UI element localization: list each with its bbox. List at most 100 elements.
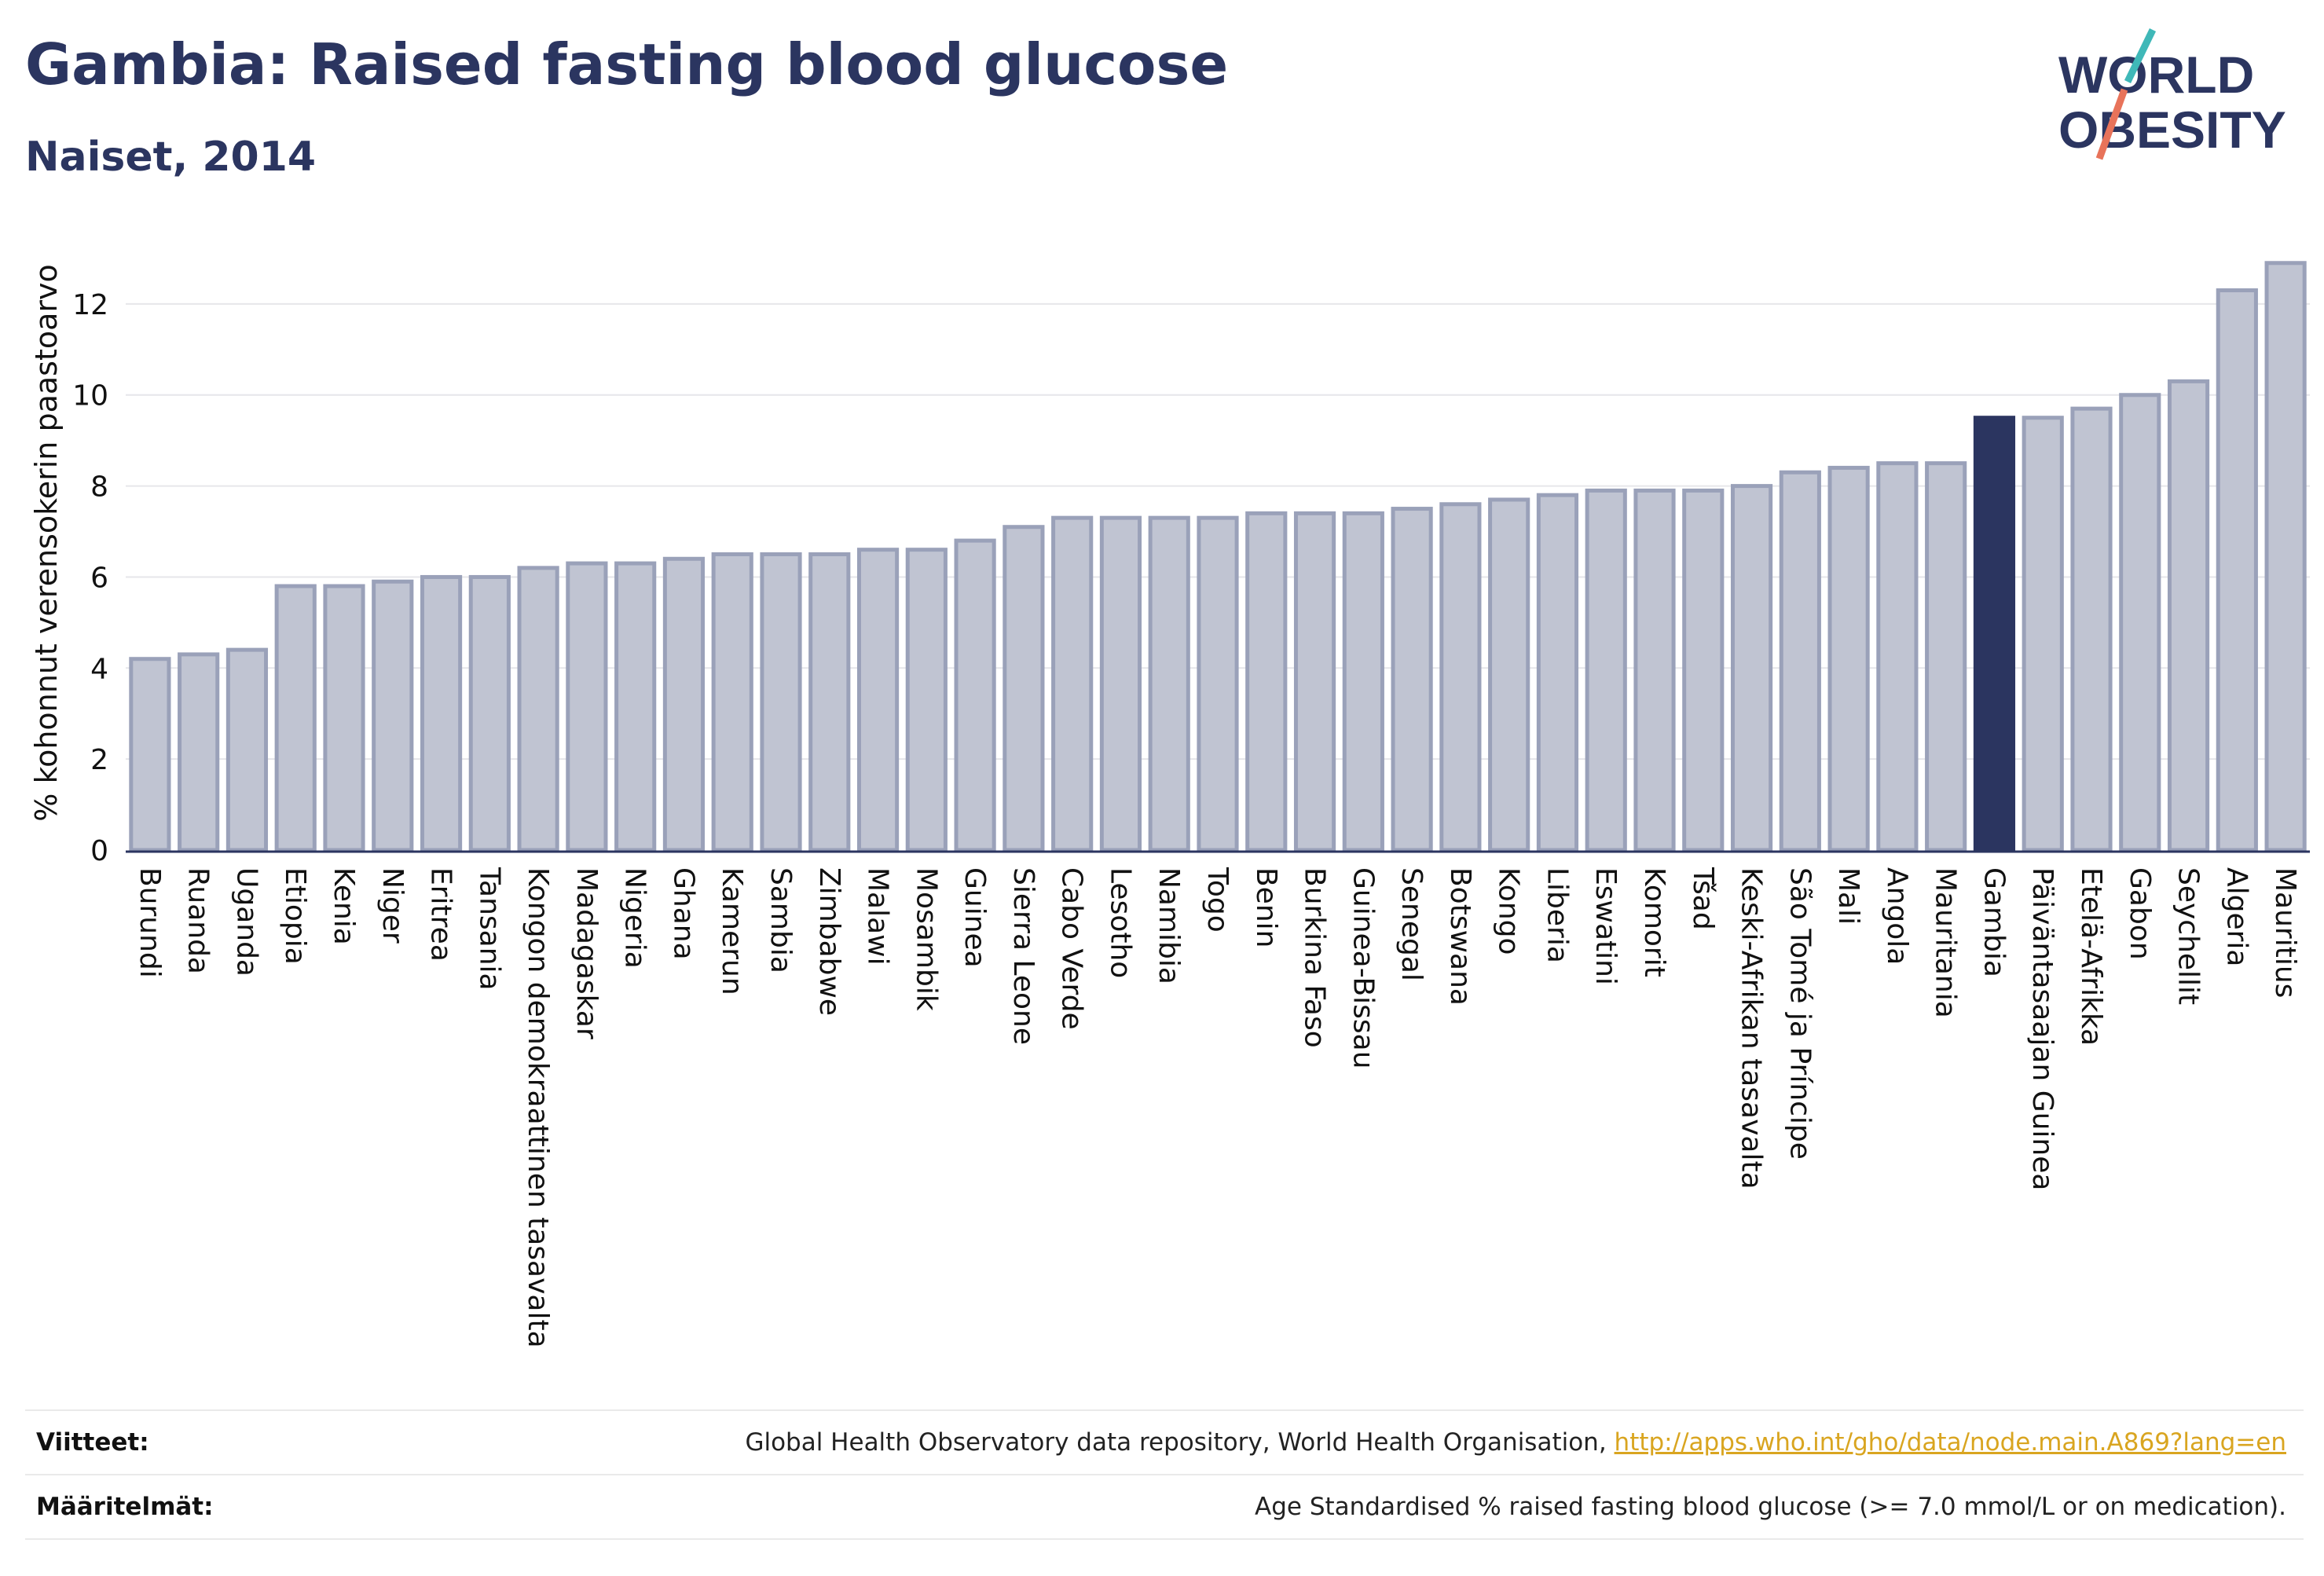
bar-uganda[interactable] (225, 647, 269, 852)
x-tick-label: Zimbabwe (813, 867, 845, 1016)
x-tick-label: Angola (1881, 867, 1913, 965)
page-title: Gambia: Raised fasting blood glucose (25, 31, 1229, 97)
bar-kongon-demokraattinen-tasavalta[interactable] (517, 566, 559, 852)
bar-seychellit[interactable] (2167, 379, 2210, 852)
bar-komorit[interactable] (1633, 488, 1676, 852)
x-tick-label: Gabon (2124, 867, 2156, 960)
y-tick-label: 12 (72, 289, 108, 321)
bar-ghana[interactable] (662, 556, 706, 852)
x-tick-label: Senegal (1395, 867, 1428, 981)
bar-zimbabwe[interactable] (808, 552, 851, 852)
x-tick-label: Botswana (1444, 867, 1476, 1006)
x-tick-label: Benin (1250, 867, 1282, 947)
x-tick-label: Mauritius (2269, 867, 2301, 998)
x-tick-label: Mosambik (910, 867, 942, 1011)
x-tick-label: Mali (1832, 867, 1864, 925)
bar-niger[interactable] (372, 579, 414, 852)
x-tick-label: Etiopia (279, 867, 311, 965)
bar-lesotho[interactable] (1099, 515, 1142, 852)
y-tick-label: 6 (90, 562, 108, 594)
logo-slash-teal (2124, 28, 2157, 83)
logo-line2: OBESITY (2058, 101, 2286, 159)
bar-p-iv-ntasaajan-guinea[interactable] (2022, 416, 2064, 852)
bar-s-o-tom-ja-pr-ncipe[interactable] (1779, 470, 1821, 852)
bar-burundi[interactable] (129, 657, 171, 852)
bar-gabon[interactable] (2119, 393, 2161, 852)
bar-mosambik[interactable] (905, 548, 948, 852)
footer-divider-middle (25, 1474, 2304, 1475)
bar-liberia[interactable] (1536, 493, 1579, 852)
bar-nigeria[interactable] (614, 561, 657, 852)
x-tick-label: Kenia (328, 867, 360, 945)
sources-text: Global Health Observatory data repositor… (745, 1428, 2286, 1457)
bar-mali[interactable] (1827, 465, 1870, 852)
x-tick-label: Komorit (1638, 867, 1670, 977)
bar-malawi[interactable] (856, 548, 900, 852)
bar-eswatini[interactable] (1585, 488, 1627, 852)
bar-chart: 0 2 4 6 8 10 12 Burundi Ruanda Uganda Etiopia Keni… (29, 261, 2310, 1348)
bar-guinea[interactable] (954, 538, 996, 852)
bar-kongo[interactable] (1488, 497, 1530, 852)
bar-botswana[interactable] (1439, 502, 1482, 852)
logo-line1: WORLD (2058, 46, 2254, 104)
bar-kenia[interactable] (323, 584, 365, 852)
x-tick-label: Burkina Faso (1299, 867, 1331, 1048)
y-tick-label: 0 (90, 835, 108, 867)
world-obesity-logo: WORLD OBESITY (2058, 28, 2286, 160)
x-tick-label: Gambia (1978, 867, 2010, 977)
bar-guinea-bissau[interactable] (1342, 511, 1384, 852)
bar-etiopia[interactable] (274, 584, 317, 852)
x-tick-label: Etelä-Afrikka (2075, 867, 2107, 1046)
bar-tansania[interactable] (468, 574, 511, 852)
x-tick-label: Tansania (473, 867, 505, 991)
x-tick-label: Niger (376, 867, 409, 944)
bar-kamerun[interactable] (711, 552, 753, 852)
x-tick-label: Guinea-Bissau (1347, 867, 1379, 1069)
bar-madagaskar[interactable] (566, 561, 608, 852)
x-tick-label: Kongo (1493, 867, 1525, 955)
bar-algeria[interactable] (2216, 288, 2258, 852)
bar-angola[interactable] (1876, 461, 1919, 852)
x-tick-label: Kongon demokraattinen tasavalta (522, 867, 554, 1348)
bar-togo[interactable] (1197, 515, 1239, 852)
x-tick-label: Madagaskar (570, 867, 603, 1039)
x-tick-label: Nigeria (619, 867, 651, 969)
bar-sambia[interactable] (760, 552, 802, 852)
bar-sierra-leone[interactable] (1003, 525, 1045, 852)
bar-cabo-verde[interactable] (1051, 515, 1094, 852)
sources-link[interactable]: http://apps.who.int/gho/data/node.main.A… (1614, 1428, 2286, 1457)
page-subtitle: Naiset, 2014 (25, 134, 317, 181)
footer-divider-top (25, 1409, 2304, 1411)
bar-eritrea[interactable] (420, 574, 463, 852)
y-axis-label: % kohonnut verensokerin paastoarvo (29, 264, 64, 821)
x-tick-label: São Tomé ja Príncipe (1783, 867, 1816, 1160)
y-tick-label: 4 (90, 653, 108, 685)
bar-t-ad[interactable] (1682, 488, 1725, 852)
x-tick-label: Cabo Verde (1056, 867, 1088, 1030)
bars (129, 261, 2307, 852)
x-tick-label: Namibia (1153, 867, 1185, 984)
bar-keski-afrikan-tasavalta[interactable] (1730, 484, 1773, 852)
bar-etel-afrikka[interactable] (2070, 406, 2113, 852)
x-tick-label: Seychellit (2172, 867, 2205, 1005)
bar-mauritius[interactable] (2264, 261, 2307, 852)
y-tick-label: 10 (72, 380, 108, 412)
bar-benin[interactable] (1245, 511, 1288, 852)
bar-namibia[interactable] (1148, 515, 1190, 852)
bar-ruanda[interactable] (178, 652, 220, 852)
bar-senegal[interactable] (1391, 507, 1433, 852)
definitions-label: Määritelmät: (36, 1493, 214, 1521)
bar-gambia[interactable] (1973, 416, 2016, 852)
x-tick-label: Togo (1201, 867, 1233, 933)
y-tick-label: 2 (90, 744, 108, 776)
bar-mauritania[interactable] (1925, 461, 1967, 852)
x-tick-label: Päiväntasaajan Guinea (2026, 867, 2058, 1190)
x-tick-label: Uganda (230, 867, 262, 977)
x-tick-label: Kamerun (716, 867, 748, 995)
x-axis-labels: Burundi Ruanda Uganda Etiopia Kenia Niger Erit… (134, 867, 2301, 1348)
bar-burkina-faso[interactable] (1293, 511, 1336, 852)
x-tick-label: Keski-Afrikan tasavalta (1736, 867, 1768, 1189)
x-tick-label: Burundi (134, 867, 166, 978)
x-tick-label: Tšad (1687, 867, 1719, 930)
x-tick-label: Sambia (764, 867, 797, 973)
